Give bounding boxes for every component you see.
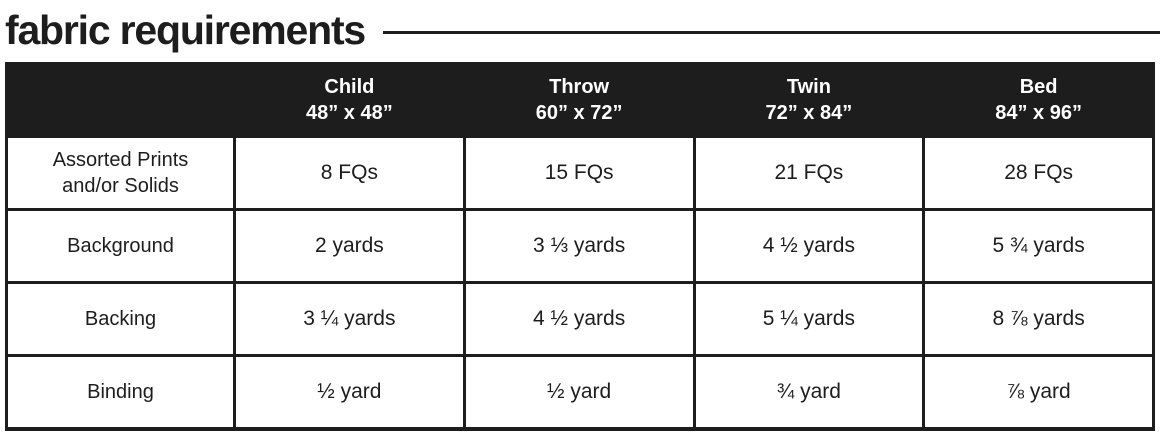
value-assorted-child: 8 FQs (236, 138, 463, 208)
value-backing-twin: 5 ¼ yards (695, 284, 923, 354)
value-backing-child: 3 ¼ yards (236, 284, 463, 354)
column-label: Bed (1019, 76, 1058, 98)
value-backing-bed: 8 ⅞ yards (925, 284, 1152, 354)
column-label: Throw (549, 76, 610, 98)
column-label: Child (324, 76, 375, 98)
column-size: 48” x 48” (306, 102, 393, 124)
header-cell-blank (8, 65, 233, 135)
title-row: fabric requirements (0, 0, 1160, 56)
column-label: Twin (786, 76, 831, 98)
value-backing-throw: 4 ½ yards (465, 284, 693, 354)
row-label-backing: Backing (8, 284, 233, 354)
value-binding-bed: ⅞ yard (925, 357, 1152, 427)
value-assorted-twin: 21 FQs (695, 138, 923, 208)
row-label-assorted-prints: Assorted Prints and/or Solids (8, 138, 233, 208)
header-cell-bed: Bed 84” x 96” (925, 65, 1152, 135)
column-size: 60” x 72” (535, 102, 623, 124)
column-size: 72” x 84” (765, 102, 853, 124)
row-label-binding: Binding (8, 357, 233, 427)
value-binding-throw: ½ yard (465, 357, 693, 427)
header-cell-child: Child 48” x 48” (236, 65, 463, 135)
page-title: fabric requirements (5, 6, 366, 53)
value-background-twin: 4 ½ yards (695, 211, 923, 281)
column-size: 84” x 96” (995, 102, 1082, 124)
value-background-bed: 5 ¾ yards (925, 211, 1152, 281)
value-background-child: 2 yards (236, 211, 463, 281)
value-background-throw: 3 ⅓ yards (465, 211, 693, 281)
row-label-background: Background (8, 211, 233, 281)
fabric-requirements-table: Child 48” x 48” Throw 60” x 72” Twin 72”… (5, 62, 1155, 431)
value-binding-twin: ¾ yard (695, 357, 923, 427)
value-assorted-bed: 28 FQs (925, 138, 1152, 208)
value-assorted-throw: 15 FQs (465, 138, 693, 208)
header-cell-twin: Twin 72” x 84” (695, 65, 923, 135)
value-binding-child: ½ yard (236, 357, 463, 427)
header-cell-throw: Throw 60” x 72” (465, 65, 693, 135)
title-rule (383, 30, 1160, 34)
